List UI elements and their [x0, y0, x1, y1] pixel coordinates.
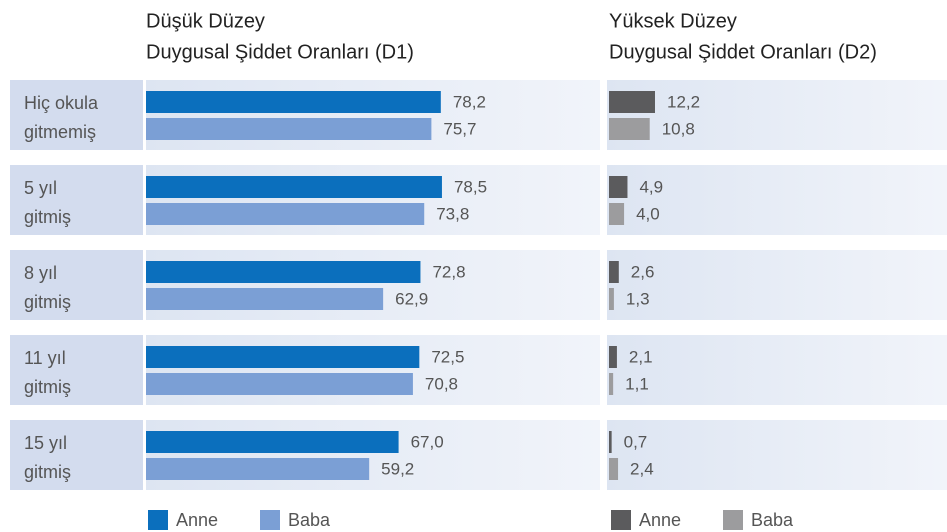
legend-swatch [723, 510, 743, 530]
category-label: gitmiş [24, 462, 71, 482]
bar [609, 91, 655, 113]
value-label: 2,1 [629, 347, 653, 366]
bar [146, 373, 413, 395]
bar [146, 203, 425, 225]
row-label-band [10, 80, 143, 150]
value-label: 1,1 [625, 374, 649, 393]
category-label: 8 yıl [24, 263, 57, 283]
chart-subtitle: Duygusal Şiddet Oranları (D2) [609, 41, 877, 63]
bar [609, 373, 614, 395]
bar [609, 176, 628, 198]
value-label: 0,7 [624, 432, 648, 451]
row-band [607, 420, 947, 490]
bar [609, 346, 617, 368]
legend-label: Baba [288, 510, 331, 530]
bar [146, 458, 370, 480]
row-band [607, 250, 947, 320]
bar [146, 118, 432, 140]
bar [146, 288, 384, 310]
bar [146, 431, 399, 453]
category-label: gitmemiş [24, 122, 96, 142]
row-label-band [10, 165, 143, 235]
category-label: gitmiş [24, 377, 71, 397]
chart-subtitle: Duygusal Şiddet Oranları (D1) [146, 41, 414, 63]
value-label: 1,3 [626, 289, 650, 308]
row-band [607, 165, 947, 235]
category-label: 11 yıl [24, 348, 66, 368]
value-label: 10,8 [662, 119, 695, 138]
chart-title: Düşük Düzey [146, 10, 265, 32]
value-label: 2,6 [631, 262, 655, 281]
bar [609, 431, 612, 453]
category-label: 5 yıl [24, 178, 57, 198]
bar [609, 261, 619, 283]
value-label: 4,0 [636, 204, 660, 223]
bar [609, 118, 650, 140]
bar [609, 288, 614, 310]
legend-label: Baba [751, 510, 794, 530]
row-label-band [10, 420, 143, 490]
row-band [607, 335, 947, 405]
bar [146, 176, 442, 198]
bar [609, 203, 625, 225]
value-label: 78,2 [453, 92, 486, 111]
value-label: 73,8 [436, 204, 469, 223]
row-label-band [10, 250, 143, 320]
category-label: 15 yıl [24, 433, 67, 453]
legend-swatch [260, 510, 280, 530]
value-label: 2,4 [630, 459, 654, 478]
category-label: gitmiş [24, 207, 71, 227]
value-label: 72,8 [432, 262, 465, 281]
row-band [607, 80, 947, 150]
value-label: 78,5 [454, 177, 487, 196]
legend-label: Anne [176, 510, 218, 530]
row-label-band [10, 335, 143, 405]
legend-label: Anne [639, 510, 681, 530]
legend-swatch [148, 510, 168, 530]
value-label: 59,2 [381, 459, 414, 478]
chart-title: Yüksek Düzey [609, 10, 737, 32]
legend-swatch [611, 510, 631, 530]
category-label: gitmiş [24, 292, 71, 312]
bar [146, 346, 420, 368]
bar [146, 261, 421, 283]
value-label: 4,9 [639, 177, 663, 196]
value-label: 67,0 [411, 432, 444, 451]
bar [609, 458, 619, 480]
bar [146, 91, 441, 113]
value-label: 70,8 [425, 374, 458, 393]
value-label: 72,5 [431, 347, 464, 366]
value-label: 75,7 [443, 119, 476, 138]
value-label: 12,2 [667, 92, 700, 111]
value-label: 62,9 [395, 289, 428, 308]
category-label: Hiç okula [24, 93, 99, 113]
